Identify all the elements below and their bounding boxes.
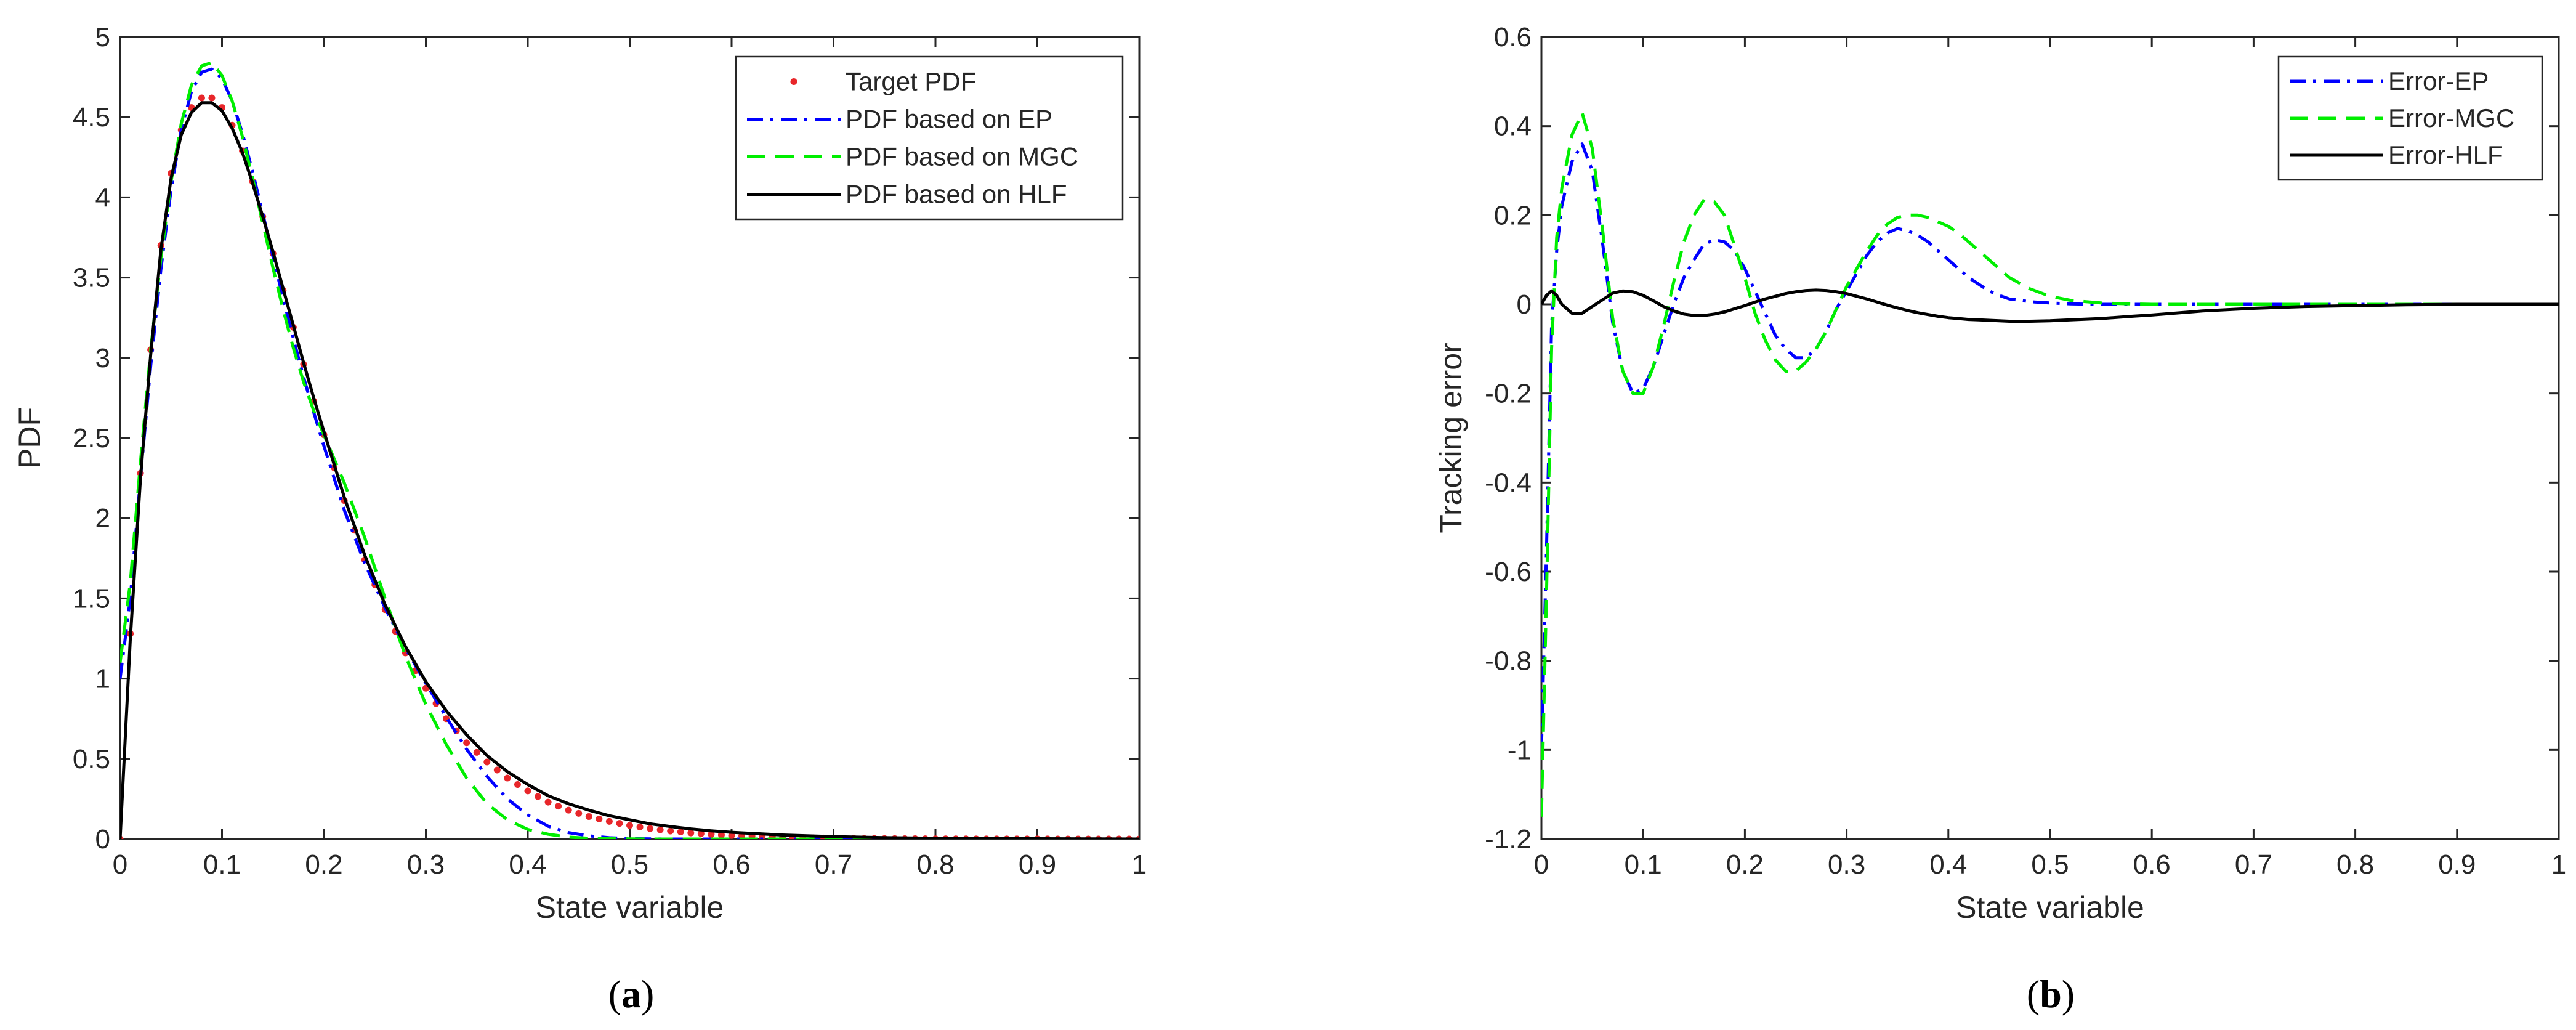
x-tick-label: 0.5 xyxy=(611,850,648,880)
data-point xyxy=(636,823,644,830)
y-tick-label: 5 xyxy=(95,22,110,52)
x-tick-label: 0.8 xyxy=(916,850,954,880)
y-tick-label: -1 xyxy=(1508,735,1532,765)
data-point xyxy=(555,803,562,810)
plot-series xyxy=(1541,111,2559,817)
series-pdf-based-on-hlf xyxy=(120,101,1139,839)
x-tick-label: 0.3 xyxy=(407,850,445,880)
x-tick-label: 0 xyxy=(113,850,127,880)
data-point xyxy=(463,739,470,747)
y-tick-label: 2 xyxy=(95,503,110,533)
caption-a: (a) xyxy=(608,972,655,1016)
y-axis-label: Tracking error xyxy=(1434,343,1468,533)
x-tick-label: 0.1 xyxy=(1625,850,1662,880)
x-tick-label: 0.7 xyxy=(815,850,852,880)
x-tick-label: 0.4 xyxy=(1929,850,1967,880)
y-tick-label: -0.4 xyxy=(1485,468,1532,498)
data-point xyxy=(708,830,715,838)
y-tick-label: 0.6 xyxy=(1494,22,1532,52)
series-pdf-based-on-ep xyxy=(120,67,1139,839)
x-tick-label: 1 xyxy=(1132,850,1147,880)
data-point xyxy=(493,766,501,774)
y-tick-label: 0 xyxy=(1517,290,1532,320)
y-tick-label: -0.6 xyxy=(1485,557,1532,587)
legend-label: Error-EP xyxy=(2388,67,2489,95)
chart-panel-b: 0 0.1 0.2 0.3 0.4 0.5 0.6 0.7 0.8 0.9 1 -1.2 -1 -0.8 -… xyxy=(1434,22,2566,925)
x-tick-label: 0 xyxy=(1534,850,1549,880)
series-error-hlf xyxy=(1541,288,2559,323)
data-point xyxy=(647,825,654,832)
series-pdf-based-on-mgc xyxy=(120,61,1139,839)
x-tick-label: 0.2 xyxy=(305,850,342,880)
x-tick-label: 0.4 xyxy=(509,850,546,880)
data-point xyxy=(208,94,216,102)
y-tick-label: 1.5 xyxy=(73,583,110,614)
data-point xyxy=(524,787,531,795)
x-tick-label: 0.9 xyxy=(2438,850,2476,880)
data-point xyxy=(198,94,205,102)
y-tick-label: 0.2 xyxy=(1494,200,1532,230)
legend-label: PDF based on HLF xyxy=(846,180,1067,209)
y-tick-label: 0.5 xyxy=(73,744,110,774)
data-point xyxy=(514,781,521,788)
y-tick-label: 4.5 xyxy=(73,102,110,132)
y-tick-label: 2.5 xyxy=(73,423,110,453)
x-tick-label: 0.6 xyxy=(2133,850,2171,880)
data-point xyxy=(504,774,511,782)
legend-label: PDF based on MGC xyxy=(846,142,1078,171)
y-tick-label: 0 xyxy=(95,824,110,854)
legend-label: Error-MGC xyxy=(2388,103,2514,132)
y-tick-label: -0.2 xyxy=(1485,379,1532,409)
x-tick-label: 0.9 xyxy=(1019,850,1056,880)
y-tick-label: -1.2 xyxy=(1485,824,1532,854)
data-point xyxy=(575,809,583,817)
data-point xyxy=(687,829,695,837)
y-tick-label: 3 xyxy=(95,343,110,373)
legend: Target PDF PDF based on EP PDF based on MG… xyxy=(735,55,1124,221)
data-point xyxy=(473,748,480,756)
legend-label: Target PDF xyxy=(846,67,976,96)
legend-label: PDF based on EP xyxy=(846,105,1052,134)
y-tick-label: 4 xyxy=(95,182,110,213)
data-point xyxy=(535,793,542,800)
data-point xyxy=(717,831,725,838)
y-tick-label: 0.4 xyxy=(1494,112,1532,142)
series-error-mgc xyxy=(1541,111,2559,817)
x-axis-label: State variable xyxy=(536,890,724,925)
legend-swatch xyxy=(790,78,797,85)
data-point xyxy=(483,758,491,766)
x-tick-label: 1 xyxy=(2551,850,2566,880)
data-point xyxy=(626,822,633,829)
data-point xyxy=(565,806,572,814)
data-point xyxy=(596,815,603,822)
x-tick-label: 0.8 xyxy=(2336,850,2374,880)
x-tick-label: 0.3 xyxy=(1828,850,1865,880)
legend: Error-EP Error-MGC Error-HLF xyxy=(2277,55,2543,181)
data-point xyxy=(616,820,623,827)
data-point xyxy=(677,829,684,836)
plot-series xyxy=(120,61,1139,839)
y-axis-label: PDF xyxy=(12,407,47,469)
chart-panel-a: 0 0.1 0.2 0.3 0.4 0.5 0.6 0.7 0.8 0.9 1 0 0.5 1 1.5 2 2.… xyxy=(12,22,1147,925)
legend-label: Error-HLF xyxy=(2388,140,2503,169)
data-point xyxy=(697,830,705,837)
x-axis-label: State variable xyxy=(1956,890,2144,925)
caption-b: (b) xyxy=(2027,972,2075,1016)
x-tick-label: 0.2 xyxy=(1726,850,1764,880)
x-tick-label: 0.1 xyxy=(203,850,241,880)
y-tick-label: 3.5 xyxy=(73,263,110,293)
data-point xyxy=(605,817,613,825)
y-tick-label: -0.8 xyxy=(1485,646,1532,676)
x-tick-label: 0.7 xyxy=(2235,850,2272,880)
data-point xyxy=(667,827,674,835)
legend-box xyxy=(735,55,1124,221)
y-tick-label: 1 xyxy=(95,664,110,694)
data-point xyxy=(656,826,664,833)
data-point xyxy=(544,798,552,806)
x-tick-label: 0.6 xyxy=(713,850,750,880)
data-point xyxy=(585,813,592,821)
x-tick-label: 0.5 xyxy=(2031,850,2069,880)
